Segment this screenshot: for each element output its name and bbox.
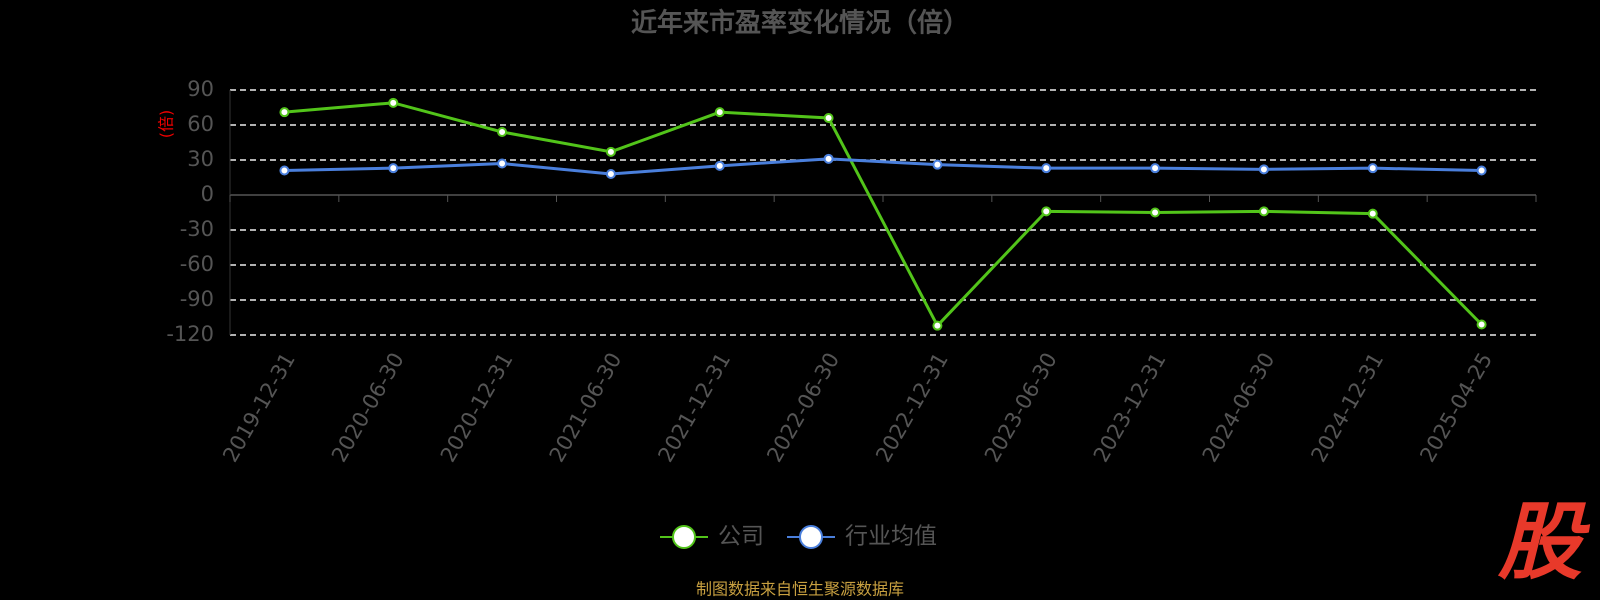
data-point	[823, 113, 834, 123]
data-point	[714, 107, 725, 118]
y-axis-label: (倍)	[157, 110, 176, 139]
data-point	[932, 159, 943, 170]
data-point	[932, 320, 943, 331]
data-point	[497, 158, 508, 169]
x-tick-label: 2020-06-30	[327, 349, 409, 467]
data-point	[823, 153, 834, 164]
legend-marker	[672, 525, 696, 549]
data-point	[1041, 163, 1052, 174]
data-point	[1258, 206, 1269, 217]
x-tick-label: 2019-12-31	[218, 349, 300, 467]
legend-label: 公司	[718, 524, 764, 550]
data-point	[1476, 319, 1487, 330]
data-point	[388, 97, 399, 108]
x-tick-label: 2020-12-31	[436, 349, 518, 467]
data-point	[388, 163, 399, 174]
data-point	[279, 165, 290, 176]
x-tick-label: 2021-12-31	[653, 349, 735, 467]
y-tick-label: -30	[180, 217, 214, 241]
data-point	[1150, 163, 1161, 174]
x-tick-label: 2025-04-25	[1415, 349, 1497, 467]
data-point	[1476, 165, 1487, 176]
source-note: 制图数据来自恒生聚源数据库	[696, 580, 904, 599]
data-point	[1041, 206, 1052, 217]
x-tick-label: 2023-12-31	[1089, 349, 1171, 467]
y-tick-label: -60	[180, 252, 214, 276]
data-point	[714, 160, 725, 171]
data-point	[605, 146, 616, 157]
data-point	[497, 127, 508, 137]
y-tick-label: -120	[166, 322, 214, 346]
x-tick-label: 2021-06-30	[545, 349, 627, 467]
y-tick-label: 30	[187, 147, 214, 171]
data-point	[279, 107, 290, 118]
data-point	[1367, 208, 1378, 219]
chart-title: 近年来市盈率变化情况（倍）	[631, 8, 969, 39]
x-tick-label: 2022-12-31	[871, 349, 953, 467]
x-tick-label: 2024-12-31	[1306, 349, 1388, 467]
x-tick-label: 2022-06-30	[762, 349, 844, 467]
legend-marker	[799, 525, 823, 549]
series-line	[284, 101, 1483, 329]
data-point	[1367, 163, 1378, 174]
data-point	[1150, 207, 1161, 218]
y-tick-label: 90	[187, 77, 214, 101]
y-tick-label: -90	[180, 287, 214, 311]
y-tick-label: 60	[187, 112, 214, 136]
logo: 股	[1497, 493, 1591, 591]
data-point	[1258, 164, 1269, 175]
series-line	[284, 157, 1482, 176]
data-point	[605, 169, 616, 179]
x-tick-label: 2023-06-30	[980, 349, 1062, 467]
y-tick-label: 0	[201, 182, 214, 206]
x-tick-label: 2024-06-30	[1198, 349, 1280, 467]
legend-label: 行业均值	[845, 524, 937, 550]
